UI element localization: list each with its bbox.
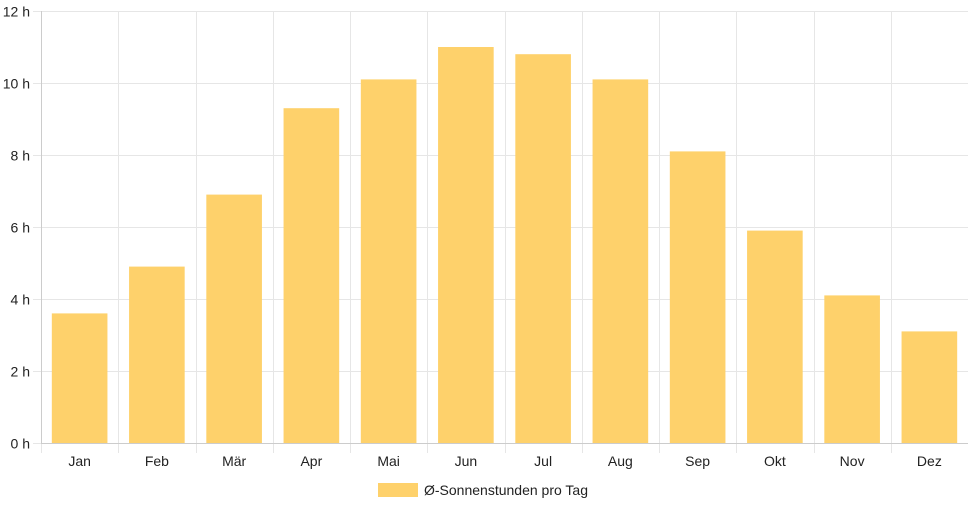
legend[interactable]: Ø-Sonnenstunden pro Tag bbox=[378, 482, 588, 498]
bar[interactable] bbox=[51, 313, 108, 443]
bar[interactable] bbox=[592, 79, 649, 444]
bar[interactable] bbox=[129, 266, 185, 443]
x-tick-label: Jan bbox=[68, 453, 91, 469]
x-tick-label: Aug bbox=[608, 453, 633, 469]
y-tick-label: 8 h bbox=[11, 148, 30, 164]
y-axis-ticks: 0 h 2 h 4 h 6 h 8 h 10 h 12 h bbox=[3, 4, 30, 452]
bar[interactable] bbox=[824, 295, 880, 443]
x-tick-label: Jul bbox=[534, 453, 552, 469]
bar[interactable] bbox=[206, 194, 262, 443]
bar[interactable] bbox=[515, 54, 571, 443]
legend-label: Ø-Sonnenstunden pro Tag bbox=[424, 482, 588, 498]
bar[interactable] bbox=[747, 230, 803, 443]
x-tick-label: Okt bbox=[764, 453, 786, 469]
x-tick-label: Mär bbox=[222, 453, 246, 469]
x-tick-label: Dez bbox=[917, 453, 942, 469]
x-tick-label: Nov bbox=[840, 453, 865, 469]
x-tick-label: Feb bbox=[145, 453, 169, 469]
y-tick-label: 4 h bbox=[11, 292, 30, 308]
y-tick-label: 12 h bbox=[3, 4, 30, 20]
x-tick-label: Sep bbox=[685, 453, 710, 469]
bar[interactable] bbox=[901, 331, 958, 443]
bar[interactable] bbox=[283, 108, 340, 443]
x-tick-label: Jun bbox=[455, 453, 478, 469]
grid-lines bbox=[33, 11, 968, 453]
bar[interactable] bbox=[360, 79, 417, 444]
y-tick-label: 0 h bbox=[11, 436, 30, 452]
bar[interactable] bbox=[669, 151, 726, 443]
x-tick-label: Mai bbox=[377, 453, 400, 469]
bar[interactable] bbox=[438, 47, 494, 443]
y-tick-label: 2 h bbox=[11, 364, 30, 380]
legend-swatch bbox=[378, 483, 418, 497]
x-axis-ticks: Jan Feb Mär Apr Mai Jun Jul Aug Sep Okt Nov Dez bbox=[68, 453, 941, 469]
x-tick-label: Apr bbox=[300, 453, 322, 469]
bars bbox=[51, 47, 958, 444]
y-tick-label: 6 h bbox=[11, 220, 30, 236]
y-tick-label: 10 h bbox=[3, 76, 30, 92]
